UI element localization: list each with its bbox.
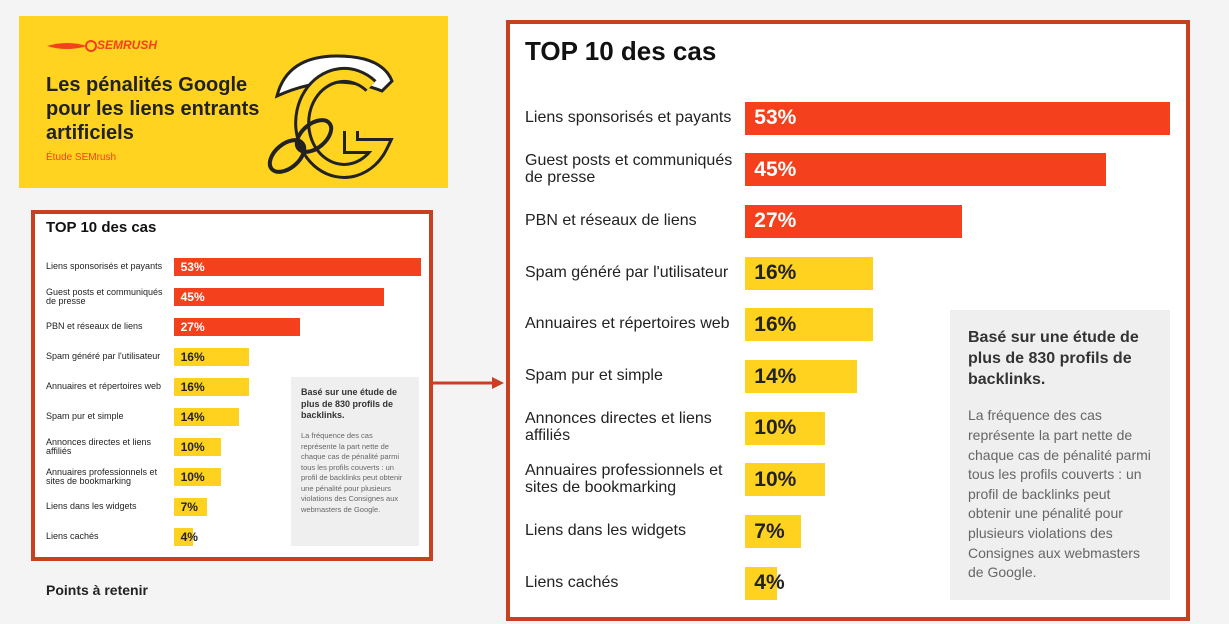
bar [174, 288, 384, 306]
bar [174, 378, 249, 396]
category-label: Annuaires et répertoires web [525, 315, 730, 333]
category-label: Liens dans les widgets [525, 522, 686, 540]
category-label: Liens cachés [525, 573, 619, 591]
category-label: Spam pur et simple [525, 367, 663, 385]
note-text: La fréquence des cas représente la part … [301, 431, 403, 514]
bar [174, 468, 221, 486]
value-label: 27% [754, 209, 797, 233]
value-label: 27% [180, 320, 205, 334]
value-label: 14% [754, 364, 797, 388]
category-label: Annonces directes et liens affiliés [46, 436, 152, 456]
category-label: Guest posts et communiqués de presse [46, 286, 163, 306]
category-label: Liens dans les widgets [46, 501, 137, 512]
chain [267, 138, 307, 174]
value-label: 45% [754, 157, 797, 181]
value-label: 10% [754, 467, 797, 491]
logo-circle [85, 40, 97, 52]
bar [174, 408, 240, 426]
bar [174, 438, 221, 456]
note-box: Basé sur une étude de plus de 830 profil… [291, 377, 419, 546]
chart-title: TOP 10 des cas [525, 36, 717, 66]
banner: SEMRUSH Les pénalités Google pour les li… [19, 16, 448, 188]
value-label: 53% [754, 106, 797, 129]
note-box: Basé sur une étude de plus de 830 profil… [950, 310, 1170, 600]
category-label: Liens cachés [46, 531, 99, 542]
bar [745, 101, 1170, 135]
category-label: Annuaires et répertoires web [46, 381, 162, 392]
value-label: 4% [754, 571, 785, 595]
chart-title: TOP 10 des cas [46, 219, 157, 236]
category-label: Annuaires professionnels et sites de boo… [525, 462, 723, 496]
value-label: 14% [180, 410, 205, 424]
category-label: Liens sponsorisés et payants [46, 261, 163, 272]
value-label: 16% [180, 350, 205, 364]
value-label: 10% [180, 470, 205, 484]
logo: SEMRUSH [97, 38, 158, 52]
arrow [432, 377, 504, 389]
category-label: PBN et réseaux de liens [525, 211, 697, 229]
value-label: 7% [754, 519, 785, 543]
value-label: 16% [754, 261, 797, 285]
category-label: Spam généré par l'utilisateur [46, 351, 161, 362]
bar [745, 204, 962, 238]
banner-art [47, 40, 394, 179]
bar [745, 360, 858, 393]
category-label: Spam pur et simple [46, 411, 124, 422]
category-label: PBN et réseaux de liens [46, 321, 143, 332]
banner-subtitle: Étude SEMrush [46, 152, 117, 163]
category-label: Guest posts et communiqués de presse [525, 151, 733, 186]
bar [174, 318, 300, 336]
value-label: 4% [180, 530, 198, 544]
big-g-fill [297, 69, 389, 176]
value-label: 10% [754, 416, 797, 440]
category-label: Annuaires professionnels et sites de boo… [46, 466, 158, 486]
banner-title: Les pénalités Google pour les liens entr… [46, 74, 260, 144]
value-label: 7% [180, 500, 198, 514]
logo-flame [47, 43, 87, 49]
category-label: Annonces directes et liens affiliés [525, 410, 712, 445]
bar [174, 528, 193, 546]
bar [745, 463, 826, 497]
value-label: 16% [180, 380, 205, 394]
note-text: La fréquence des cas représente la part … [968, 407, 1151, 581]
bar [745, 308, 874, 342]
bar [174, 348, 249, 366]
chain [294, 118, 334, 154]
note-title: Basé sur une étude de plus de 830 profil… [968, 329, 1139, 388]
value-label: 16% [754, 312, 797, 336]
value-label: 10% [180, 440, 205, 454]
section-heading: Points à retenir [46, 582, 148, 598]
bar [745, 153, 1106, 187]
bar [174, 498, 207, 516]
bar [745, 256, 874, 290]
bar [745, 566, 778, 600]
value-label: 53% [180, 260, 205, 274]
category-label: Spam généré par l'utilisateur [525, 263, 729, 281]
bar [745, 411, 826, 445]
category-label: Liens sponsorisés et payants [525, 108, 732, 126]
value-label: 45% [180, 290, 205, 304]
bar [745, 515, 802, 549]
note-title: Basé sur une étude de plus de 830 profil… [301, 387, 398, 421]
bar [174, 258, 421, 276]
